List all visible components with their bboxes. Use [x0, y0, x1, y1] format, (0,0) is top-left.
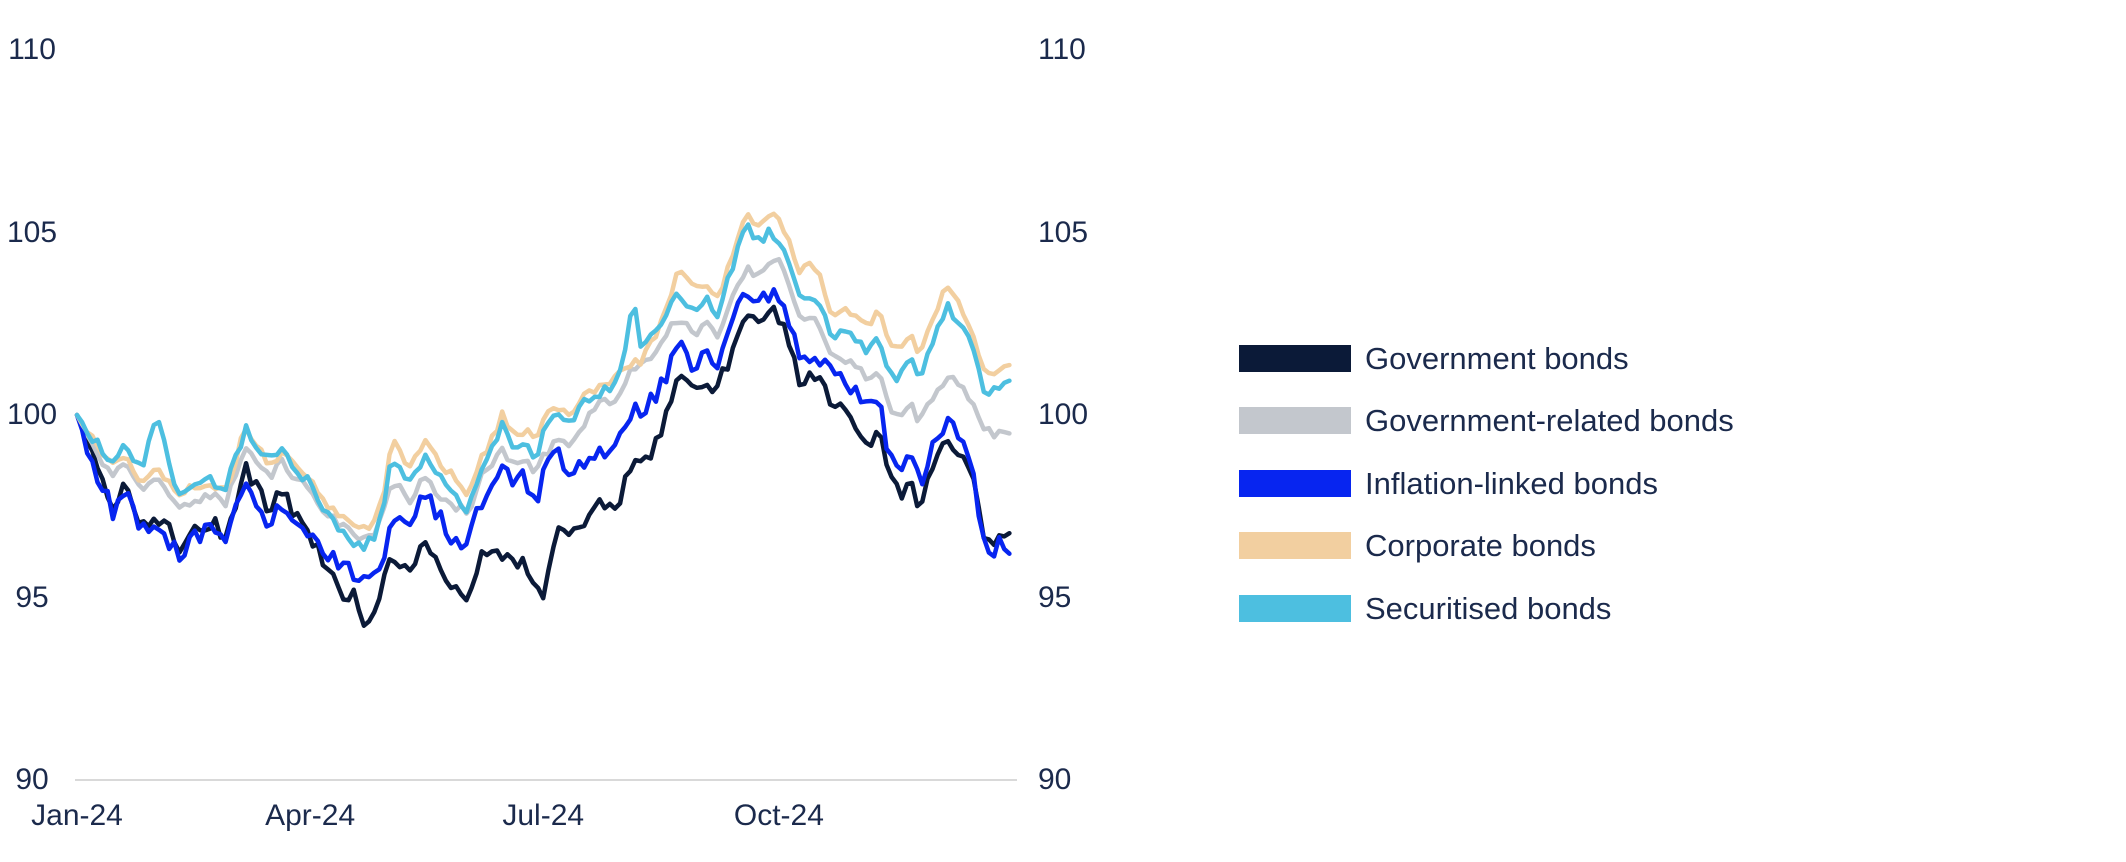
legend-item: Government-related bonds: [1239, 403, 1734, 438]
legend-item: Corporate bonds: [1239, 528, 1596, 563]
y-axis-label-left-100: 100: [6, 398, 58, 431]
y-axis-label-right-90: 90: [1038, 763, 1072, 796]
legend-label: Inflation-linked bonds: [1365, 465, 1658, 501]
y-axis-label-right-100: 100: [1038, 398, 1089, 431]
y-axis-label-right-105: 105: [1038, 215, 1089, 249]
series-line-inflation-linked-bonds: [74, 287, 1012, 584]
series-line-securitised-bonds: [74, 222, 1012, 553]
y-axis-label-right-95: 95: [1038, 580, 1072, 614]
x-axis-label-apr-24: Apr-24: [265, 799, 356, 832]
x-axis-label-oct-24: Oct-24: [733, 799, 824, 832]
legend-label: Government-related bonds: [1365, 403, 1734, 438]
legend-item: Inflation-linked bonds: [1239, 465, 1658, 501]
legend-swatch-corporate-bonds: [1239, 532, 1351, 559]
legend-label: Government bonds: [1365, 340, 1629, 376]
x-axis-label-jul-24: Jul-24: [502, 799, 585, 832]
legend-swatch-inflation-linked-bonds: [1239, 469, 1351, 497]
series-line-government-related-bonds: [74, 256, 1012, 542]
legend-swatch-government-related-bonds: [1239, 407, 1351, 434]
legend-swatch-government-bonds: [1239, 344, 1351, 372]
legend-item: Government bonds: [1239, 340, 1629, 376]
legend-label: Securitised bonds: [1365, 590, 1612, 626]
y-axis-label-left-105: 105: [6, 215, 58, 249]
series-line-corporate-bonds: [74, 211, 1012, 532]
legend-label: Corporate bonds: [1365, 528, 1596, 563]
y-axis-label-right-110: 110: [1038, 33, 1086, 66]
y-axis-label-left-110: 110: [8, 33, 56, 66]
y-axis-label-left-95: 95: [15, 580, 49, 614]
x-axis-label-jan-24: Jan-24: [31, 799, 123, 832]
legend-item: Securitised bonds: [1239, 590, 1612, 626]
legend-swatch-securitised-bonds: [1239, 594, 1351, 622]
y-axis-label-left-90: 90: [15, 763, 49, 796]
